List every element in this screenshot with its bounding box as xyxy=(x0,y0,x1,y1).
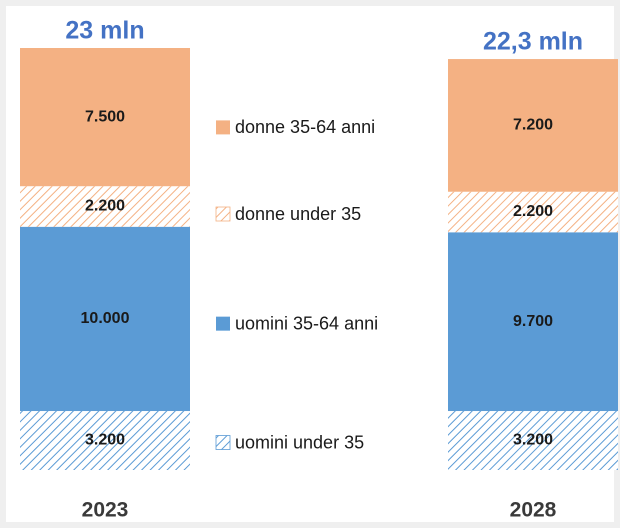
bar-segment xyxy=(20,411,190,470)
bar-segment xyxy=(448,59,618,192)
x-tick-label: 2028 xyxy=(510,499,557,522)
x-tick-label: 2023 xyxy=(82,499,129,522)
bar-segment xyxy=(448,232,618,412)
legend-label: donne under 35 xyxy=(235,204,361,224)
total-label: 23 mln xyxy=(65,17,144,45)
data-label: 2.200 xyxy=(513,203,553,220)
legend-swatch xyxy=(215,206,231,222)
data-label: 3.200 xyxy=(513,432,553,449)
data-label: 7.200 xyxy=(513,117,553,134)
legend-label: uomini 35-64 anni xyxy=(235,313,378,333)
data-label: 3.200 xyxy=(85,432,125,449)
data-label: 10.000 xyxy=(81,310,130,327)
legend-swatch xyxy=(215,435,231,450)
data-label: 9.700 xyxy=(513,313,553,330)
data-label: 2.200 xyxy=(85,198,125,215)
bar-segment xyxy=(20,186,190,227)
bar-segment xyxy=(448,191,618,233)
legend-label: uomini under 35 xyxy=(235,432,364,452)
legend-label: donne 35-64 anni xyxy=(235,117,375,137)
data-label: 7.500 xyxy=(85,108,125,125)
legend-swatch xyxy=(216,120,230,135)
bar-segment xyxy=(448,411,618,470)
legend-swatch xyxy=(216,316,230,331)
bar-segment xyxy=(20,48,190,187)
bar-segment xyxy=(20,226,190,412)
total-label: 22,3 mln xyxy=(483,28,583,56)
